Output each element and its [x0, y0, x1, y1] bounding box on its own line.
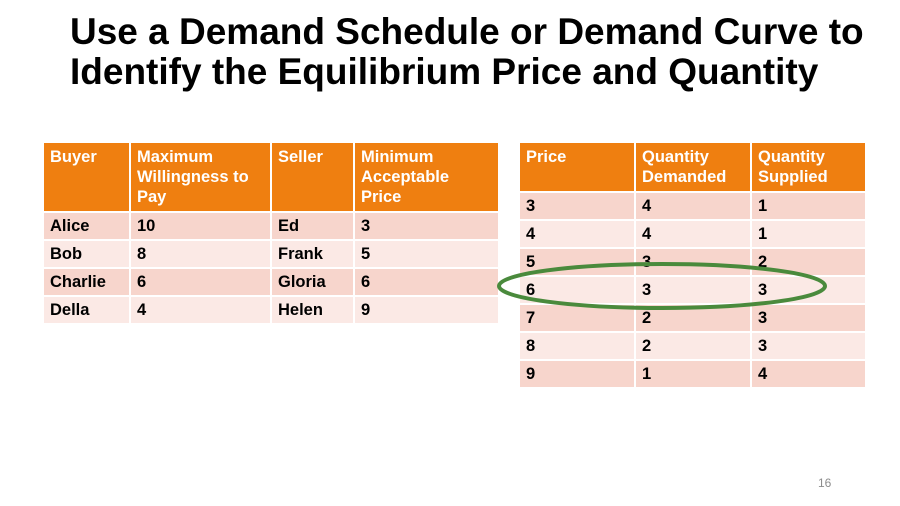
table-cell: 6	[355, 269, 498, 295]
header-max-willingness: Maximum Willingness to Pay	[131, 143, 270, 211]
table-header-row: Buyer Maximum Willingness to Pay Seller …	[44, 143, 498, 211]
table-cell: 9	[520, 361, 634, 387]
table-cell: 1	[752, 221, 865, 247]
table-cell: 3	[752, 333, 865, 359]
table-cell: 6	[131, 269, 270, 295]
table-cell: 1	[636, 361, 750, 387]
slide-title: Use a Demand Schedule or Demand Curve to…	[70, 11, 864, 92]
table-cell: 2	[636, 333, 750, 359]
table-cell: 6	[520, 277, 634, 303]
demand-supply-schedule-table: Price Quantity Demanded Quantity Supplie…	[518, 141, 867, 389]
table-cell: 5	[520, 249, 634, 275]
table-cell: 3	[355, 213, 498, 239]
table-row: Alice 10 Ed 3	[44, 213, 498, 239]
table-cell: 2	[636, 305, 750, 331]
table-cell: 4	[131, 297, 270, 323]
header-price: Price	[520, 143, 634, 191]
table-cell: 1	[752, 193, 865, 219]
table-cell: Ed	[272, 213, 353, 239]
table-cell: 3	[636, 249, 750, 275]
table-row: Charlie 6 Gloria 6	[44, 269, 498, 295]
table-cell: Helen	[272, 297, 353, 323]
table-cell: 9	[355, 297, 498, 323]
buyers-sellers-table: Buyer Maximum Willingness to Pay Seller …	[42, 141, 500, 325]
table-cell: 8	[520, 333, 634, 359]
table-cell: 2	[752, 249, 865, 275]
table-cell: 3	[752, 277, 865, 303]
header-quantity-supplied: Quantity Supplied	[752, 143, 865, 191]
table-cell: 4	[520, 221, 634, 247]
table-row: Della 4 Helen 9	[44, 297, 498, 323]
table-cell: Frank	[272, 241, 353, 267]
header-seller: Seller	[272, 143, 353, 211]
page-number: 16	[818, 476, 832, 490]
table-header-row: Price Quantity Demanded Quantity Supplie…	[520, 143, 865, 191]
table-cell: 3	[520, 193, 634, 219]
table-cell: Bob	[44, 241, 129, 267]
table-cell: 10	[131, 213, 270, 239]
table-cell: 5	[355, 241, 498, 267]
table-cell: Alice	[44, 213, 129, 239]
header-min-acceptable: Minimum Acceptable Price	[355, 143, 498, 211]
table-cell: 3	[636, 277, 750, 303]
header-quantity-demanded: Quantity Demanded	[636, 143, 750, 191]
table-cell: Della	[44, 297, 129, 323]
table-cell: 3	[752, 305, 865, 331]
table-cell: 4	[636, 221, 750, 247]
table-cell: 8	[131, 241, 270, 267]
table-cell: Charlie	[44, 269, 129, 295]
header-buyer: Buyer	[44, 143, 129, 211]
table-row: Bob 8 Frank 5	[44, 241, 498, 267]
table-cell: 4	[636, 193, 750, 219]
table-cell: Gloria	[272, 269, 353, 295]
table-cell: 4	[752, 361, 865, 387]
table-cell: 7	[520, 305, 634, 331]
